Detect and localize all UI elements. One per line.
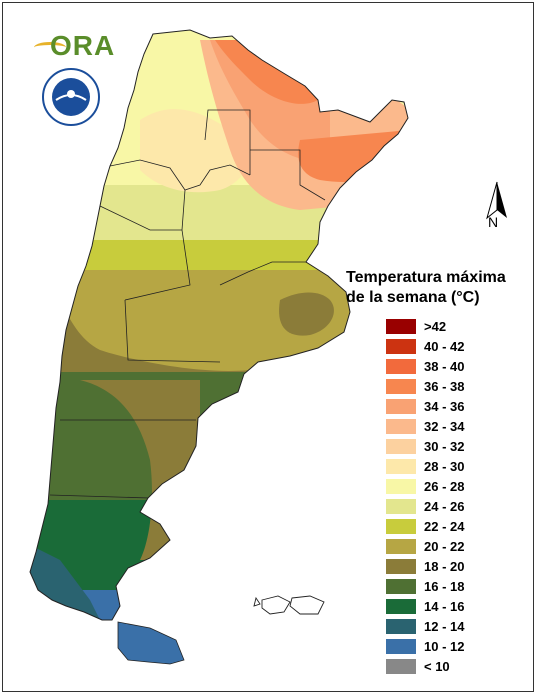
legend-item: 38 - 40: [346, 356, 516, 376]
legend-swatch: [386, 558, 416, 574]
legend-item: 24 - 26: [346, 496, 516, 516]
legend-item: 28 - 30: [346, 456, 516, 476]
legend-swatch: [386, 318, 416, 334]
legend-swatch: [386, 338, 416, 354]
legend-item: 32 - 34: [346, 416, 516, 436]
legend-swatch: [386, 498, 416, 514]
legend-label: 38 - 40: [424, 358, 465, 374]
legend-item: 30 - 32: [346, 436, 516, 456]
legend-item: 12 - 14: [346, 616, 516, 636]
legend-item: 10 - 12: [346, 636, 516, 656]
legend-swatch: [386, 358, 416, 374]
legend-swatch: [386, 398, 416, 414]
legend-label: < 10: [424, 658, 450, 674]
legend-label: 32 - 34: [424, 418, 465, 434]
ora-logo-text: ORA: [50, 30, 116, 61]
legend-item: 36 - 38: [346, 376, 516, 396]
legend-title: Temperatura máxima de la semana (°C): [346, 268, 516, 308]
legend-label: 24 - 26: [424, 498, 465, 514]
legend-swatch: [386, 658, 416, 674]
legend-label: 34 - 36: [424, 398, 465, 414]
legend-title-line1: Temperatura máxima: [346, 269, 506, 286]
legend-item: 26 - 28: [346, 476, 516, 496]
legend-label: 22 - 24: [424, 518, 465, 534]
tierra-del-fuego: [117, 621, 185, 665]
north-label: N: [488, 214, 499, 230]
ita-emblem-logo: [42, 68, 100, 126]
legend-label: 28 - 30: [424, 458, 465, 474]
legend-label: >42: [424, 318, 447, 334]
legend-item: 40 - 42: [346, 336, 516, 356]
legend-item: 20 - 22: [346, 536, 516, 556]
legend-rows: >42 40 - 42 38 - 40 36 - 38 34 - 36 32 - 34 30…: [346, 316, 516, 676]
legend-item: >42: [346, 316, 516, 336]
legend-item: 34 - 36: [346, 396, 516, 416]
legend-item: < 10: [346, 656, 516, 676]
legend-label: 20 - 22: [424, 538, 465, 554]
legend-swatch: [386, 458, 416, 474]
ora-logo: ORA: [34, 30, 114, 61]
legend-label: 26 - 28: [424, 478, 465, 494]
legend-label: 10 - 12: [424, 638, 465, 654]
malvinas-islands: [253, 595, 325, 615]
legend-item: 14 - 16: [346, 596, 516, 616]
legend-label: 18 - 20: [424, 558, 465, 574]
ora-swoosh-icon: [34, 42, 66, 53]
legend-label: 36 - 38: [424, 378, 465, 394]
temperature-legend: Temperatura máxima de la semana (°C) >42…: [346, 268, 516, 676]
north-arrow-icon: [486, 181, 507, 220]
legend-swatch: [386, 538, 416, 554]
legend-swatch: [386, 438, 416, 454]
legend-swatch: [386, 638, 416, 654]
legend-swatch: [386, 378, 416, 394]
legend-swatch: [386, 578, 416, 594]
legend-swatch: [386, 598, 416, 614]
legend-swatch: [386, 478, 416, 494]
legend-label: 30 - 32: [424, 438, 465, 454]
legend-label: 40 - 42: [424, 338, 465, 354]
legend-label: 14 - 16: [424, 598, 465, 614]
legend-label: 16 - 18: [424, 578, 465, 594]
legend-title-line2: de la semana (°C): [346, 289, 480, 306]
argentina-outline: [29, 29, 409, 621]
legend-swatch: [386, 518, 416, 534]
legend-swatch: [386, 618, 416, 634]
legend-item: 22 - 24: [346, 516, 516, 536]
legend-swatch: [386, 418, 416, 434]
legend-item: 16 - 18: [346, 576, 516, 596]
legend-label: 12 - 14: [424, 618, 465, 634]
legend-item: 18 - 20: [346, 556, 516, 576]
